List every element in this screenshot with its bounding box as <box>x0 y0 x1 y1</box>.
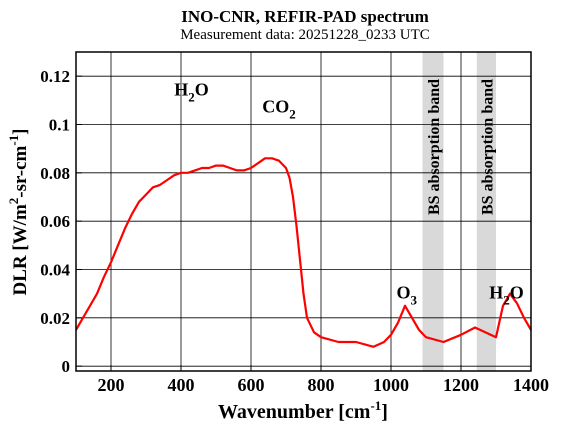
annotation-h2o-left: H2O <box>174 80 209 105</box>
x-tick-label-6: 1400 <box>513 375 549 395</box>
chart-title: INO-CNR, REFIR-PAD spectrum <box>181 7 429 26</box>
absorption-band-label-2: BS absorption band <box>479 79 496 215</box>
axis-ticks: 200 400 600 800 1000 1200 1400 0 0.02 0.04 0.06 0.0… <box>40 67 549 395</box>
chart-subtitle: Measurement data: 20251228_0233 UTC <box>180 27 430 43</box>
x-tick-label-3: 800 <box>308 375 335 395</box>
x-axis-label: Wavenumber [cm-1] <box>218 398 388 423</box>
x-tick-label-0: 200 <box>98 375 125 395</box>
y-tick-label-0: 0 <box>62 357 71 376</box>
y-tick-label-2: 0.04 <box>40 261 70 280</box>
y-tick-label-5: 0.1 <box>49 116 70 135</box>
x-tick-label-2: 600 <box>238 375 265 395</box>
absorption-band-1 <box>422 52 444 371</box>
annotation-co2: CO2 <box>262 96 296 121</box>
x-tick-label-4: 1000 <box>373 375 409 395</box>
plot-frame <box>75 51 532 372</box>
shaded-bands: BS absorption band BS absorption band <box>422 52 496 371</box>
grid-lines <box>76 52 531 371</box>
absorption-band-2 <box>476 52 496 371</box>
x-tick-label-5: 1200 <box>443 375 479 395</box>
spectrum-line-1 <box>75 157 532 348</box>
absorption-band-label-1: BS absorption band <box>426 79 443 215</box>
y-tick-label-4: 0.08 <box>40 164 70 183</box>
spectrum-series <box>75 157 532 348</box>
y-tick-label-1: 0.02 <box>40 309 70 328</box>
annotation-o3: O3 <box>396 283 417 308</box>
x-tick-label-1: 400 <box>168 375 195 395</box>
y-tick-label-6: 0.12 <box>40 67 70 86</box>
y-tick-label-3: 0.06 <box>40 212 70 231</box>
annotation-h2o-right: H2O <box>489 283 524 308</box>
x-axis-label-sup: -1 <box>370 398 381 413</box>
y-axis-label: DLR [W/m2-sr-cm-1] <box>6 128 31 295</box>
annotations: H2O CO2 O3 H2O <box>174 80 524 308</box>
